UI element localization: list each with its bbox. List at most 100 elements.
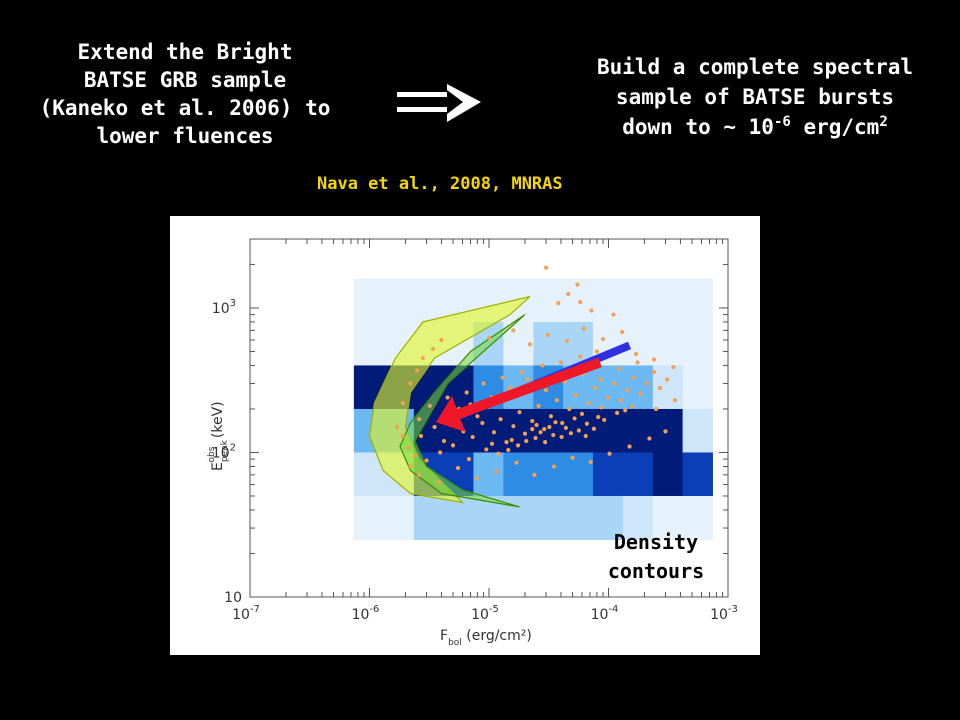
left-statement-line: (Kaneko et al. 2006) to	[39, 96, 331, 120]
exponent: 2	[879, 114, 888, 130]
data-point	[672, 398, 678, 403]
data-point	[400, 400, 405, 406]
data-point	[543, 388, 549, 393]
right-statement-line: Build a complete spectral	[596, 55, 914, 79]
data-point	[436, 480, 441, 485]
data-point	[445, 395, 450, 400]
data-point	[653, 406, 659, 412]
heatmap-cell	[622, 452, 654, 497]
data-point	[474, 476, 479, 481]
x-tick-label: 10-7	[232, 604, 260, 623]
data-point	[530, 427, 535, 432]
data-point	[394, 424, 400, 430]
data-point	[506, 447, 511, 453]
data-point	[424, 458, 429, 463]
x-tick-label: 10-3	[710, 604, 738, 623]
data-point	[408, 381, 413, 386]
data-point	[450, 443, 456, 448]
data-point	[559, 434, 564, 440]
red-arrow-shaft	[456, 357, 602, 419]
annotation-line: contours	[607, 559, 705, 583]
data-point	[509, 437, 514, 443]
data-point	[572, 416, 577, 421]
data-point	[464, 390, 469, 395]
data-point	[630, 404, 635, 409]
data-point	[534, 422, 539, 428]
data-point	[578, 299, 583, 305]
heatmap-cell	[682, 278, 713, 323]
heatmap-cell	[652, 452, 684, 497]
data-point	[578, 354, 583, 359]
data-point	[567, 406, 572, 412]
red-arrow	[435, 357, 602, 432]
y-tick-label: 103	[212, 298, 236, 317]
data-point	[481, 381, 486, 386]
chart-panel: 10-7 10-6 10-5 10-4 10-3 10 102 103 Fbol (erg/cm…	[170, 216, 760, 655]
data-point	[500, 375, 505, 380]
heatmap-cell	[413, 278, 445, 323]
data-point	[439, 337, 444, 343]
data-point	[420, 355, 426, 361]
heatmap-cell	[652, 278, 684, 323]
data-point	[592, 385, 598, 390]
heatmap-cell	[353, 321, 385, 366]
x-tick-label: 10-5	[471, 604, 499, 623]
heatmap-cell	[443, 495, 474, 540]
heatmap-cell	[652, 408, 684, 453]
annotation-line: Density	[613, 530, 699, 554]
heatmap-cell	[592, 365, 624, 410]
heatmap-cell	[503, 452, 534, 497]
data-point	[633, 351, 639, 357]
heatmap-cell	[563, 495, 594, 540]
red-arrow-head	[435, 396, 466, 432]
data-point	[627, 444, 632, 449]
data-point	[441, 438, 447, 444]
x-tick-exponent: -6	[369, 604, 379, 615]
left-statement: Extend the Bright BATSE GRB sample (Kane…	[20, 38, 350, 150]
heatmap-cell	[533, 408, 564, 453]
heatmap-cell	[533, 495, 564, 540]
y-tick-label: 10	[224, 590, 242, 606]
data-point	[412, 453, 418, 458]
x-tick-label: 10-4	[591, 604, 619, 623]
data-point	[514, 460, 519, 465]
data-point	[635, 360, 640, 365]
data-point	[416, 472, 422, 477]
x-axis-label: Fbol (erg/cm²)	[440, 628, 532, 648]
data-point	[591, 426, 597, 431]
data-point	[671, 364, 676, 370]
data-point	[408, 464, 413, 469]
data-point	[524, 438, 529, 444]
left-statement-line: Extend the Bright	[77, 40, 293, 64]
heatmap-cell	[353, 278, 385, 323]
x-tick-exponent: -5	[489, 604, 499, 615]
data-point	[611, 312, 616, 317]
data-point	[596, 414, 601, 420]
data-point	[618, 398, 624, 403]
data-point	[517, 410, 522, 415]
data-point	[414, 368, 420, 373]
heatmap-cell	[353, 495, 385, 540]
data-point	[556, 301, 561, 306]
data-point	[496, 451, 501, 456]
data-point	[551, 432, 556, 438]
data-point	[602, 417, 607, 423]
data-point	[560, 420, 565, 426]
data-point	[418, 433, 424, 439]
heatmap-cell	[652, 365, 684, 410]
data-point	[484, 447, 489, 452]
x-tick-exponent: -7	[250, 604, 260, 615]
density-contours-label: Density contours	[586, 528, 726, 586]
heatmap-cell	[652, 495, 684, 540]
data-point	[466, 456, 472, 462]
right-statement-text: erg/cm	[790, 115, 880, 139]
data-point	[607, 451, 612, 456]
data-point	[498, 417, 503, 422]
data-point	[527, 342, 533, 347]
data-point	[576, 428, 581, 433]
x-axis-label-part: bol	[448, 638, 462, 648]
data-point	[511, 424, 516, 429]
data-point	[494, 469, 499, 474]
heatmap-cell	[682, 452, 713, 497]
heatmap-cell	[682, 321, 713, 366]
